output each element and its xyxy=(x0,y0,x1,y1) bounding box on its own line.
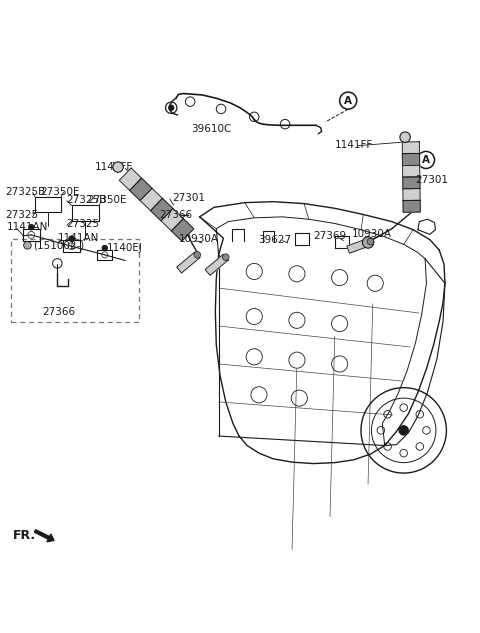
Bar xyxy=(12,239,139,322)
Polygon shape xyxy=(403,177,420,189)
Text: 10930A: 10930A xyxy=(179,234,218,244)
Circle shape xyxy=(168,105,174,111)
Text: 1141AN: 1141AN xyxy=(7,222,48,232)
Circle shape xyxy=(367,238,374,245)
Circle shape xyxy=(194,251,201,258)
Text: 1141FF: 1141FF xyxy=(335,140,373,150)
Text: (151002-): (151002-) xyxy=(34,241,85,250)
Circle shape xyxy=(24,242,31,249)
Polygon shape xyxy=(403,200,420,212)
Circle shape xyxy=(69,235,74,241)
Text: 1141AN: 1141AN xyxy=(57,233,99,242)
Polygon shape xyxy=(403,189,420,201)
Text: 1140EJ: 1140EJ xyxy=(107,242,143,253)
Text: 27301: 27301 xyxy=(416,175,448,185)
Text: FR.: FR. xyxy=(13,529,36,542)
FancyArrow shape xyxy=(35,530,54,542)
Polygon shape xyxy=(402,142,420,154)
Text: 10930A: 10930A xyxy=(351,229,392,239)
Circle shape xyxy=(400,132,410,142)
Text: 27350E: 27350E xyxy=(87,195,126,205)
Polygon shape xyxy=(151,198,173,221)
Text: 27325: 27325 xyxy=(66,219,99,229)
Polygon shape xyxy=(140,188,162,211)
Polygon shape xyxy=(161,208,183,231)
Circle shape xyxy=(28,224,34,230)
Polygon shape xyxy=(130,178,152,201)
Circle shape xyxy=(102,245,108,251)
Text: 39610C: 39610C xyxy=(192,124,232,134)
Circle shape xyxy=(222,254,229,261)
Text: A: A xyxy=(344,96,352,106)
Circle shape xyxy=(399,425,408,435)
Polygon shape xyxy=(119,168,142,191)
Polygon shape xyxy=(171,218,194,241)
Text: 27325B: 27325B xyxy=(5,187,46,197)
Text: A: A xyxy=(422,155,430,165)
Circle shape xyxy=(113,162,123,172)
Polygon shape xyxy=(347,238,372,253)
Text: 27325: 27325 xyxy=(5,210,38,220)
Circle shape xyxy=(362,237,374,248)
Text: 27366: 27366 xyxy=(159,210,192,220)
Text: 39627: 39627 xyxy=(258,235,291,244)
Text: 27325B: 27325B xyxy=(66,195,106,205)
Text: 27366: 27366 xyxy=(42,307,75,316)
Polygon shape xyxy=(403,165,420,177)
Text: 27369: 27369 xyxy=(313,231,347,241)
Polygon shape xyxy=(177,252,200,273)
Polygon shape xyxy=(205,254,228,275)
Polygon shape xyxy=(402,153,420,165)
Text: 27350E: 27350E xyxy=(40,187,79,197)
Text: 1141FF: 1141FF xyxy=(95,162,132,172)
Text: 27301: 27301 xyxy=(173,193,205,203)
